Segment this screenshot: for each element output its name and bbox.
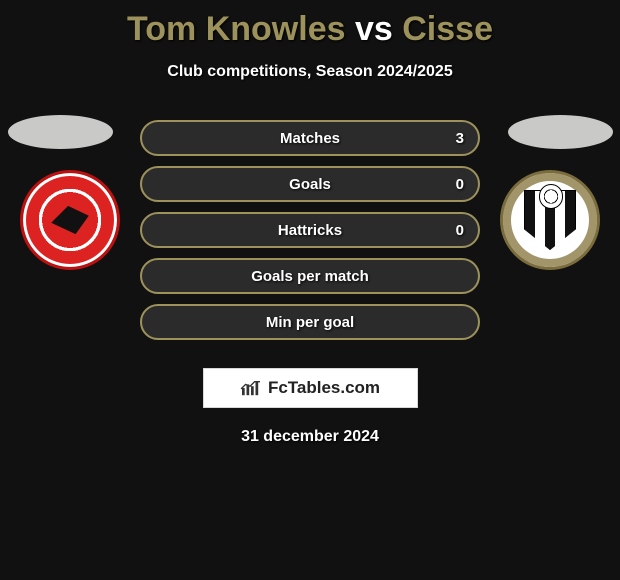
stat-row: Goals per match (140, 258, 480, 294)
stat-value-right: 0 (442, 214, 478, 246)
player1-club-badge (20, 170, 120, 270)
page-title: Tom Knowles vs Cisse (0, 0, 620, 49)
stat-value-left (142, 122, 170, 154)
stat-row: Min per goal (140, 304, 480, 340)
stat-label: Goals per match (251, 268, 369, 285)
player1-name: Tom Knowles (127, 10, 346, 48)
stats-panel: Matches 3 Goals 0 Hattricks 0 Goals per match M… (140, 120, 480, 350)
stat-value-right: 0 (442, 168, 478, 200)
stat-value-left (142, 168, 170, 200)
brand-text: FcTables.com (268, 378, 380, 398)
stat-label: Matches (280, 130, 340, 147)
stat-label: Goals (289, 176, 331, 193)
stat-row: Goals 0 (140, 166, 480, 202)
stat-value-left (142, 260, 170, 292)
brand-badge: FcTables.com (203, 368, 418, 408)
stat-value-left (142, 214, 170, 246)
date-text: 31 december 2024 (0, 428, 620, 446)
stat-row: Hattricks 0 (140, 212, 480, 248)
player2-avatar-placeholder (508, 115, 613, 149)
subtitle: Club competitions, Season 2024/2025 (0, 63, 620, 81)
player1-avatar-placeholder (8, 115, 113, 149)
stat-value-left (142, 306, 170, 338)
stat-value-right: 3 (442, 122, 478, 154)
vs-text: vs (355, 10, 393, 48)
stat-row: Matches 3 (140, 120, 480, 156)
player1-avatar-area (0, 115, 120, 149)
player2-club-badge (500, 170, 600, 270)
stat-value-right (450, 260, 478, 292)
chart-icon (240, 379, 262, 397)
stat-label: Min per goal (266, 314, 354, 331)
player2-avatar-area (500, 115, 620, 149)
player2-name: Cisse (402, 10, 493, 48)
stat-label: Hattricks (278, 222, 342, 239)
stat-value-right (450, 306, 478, 338)
